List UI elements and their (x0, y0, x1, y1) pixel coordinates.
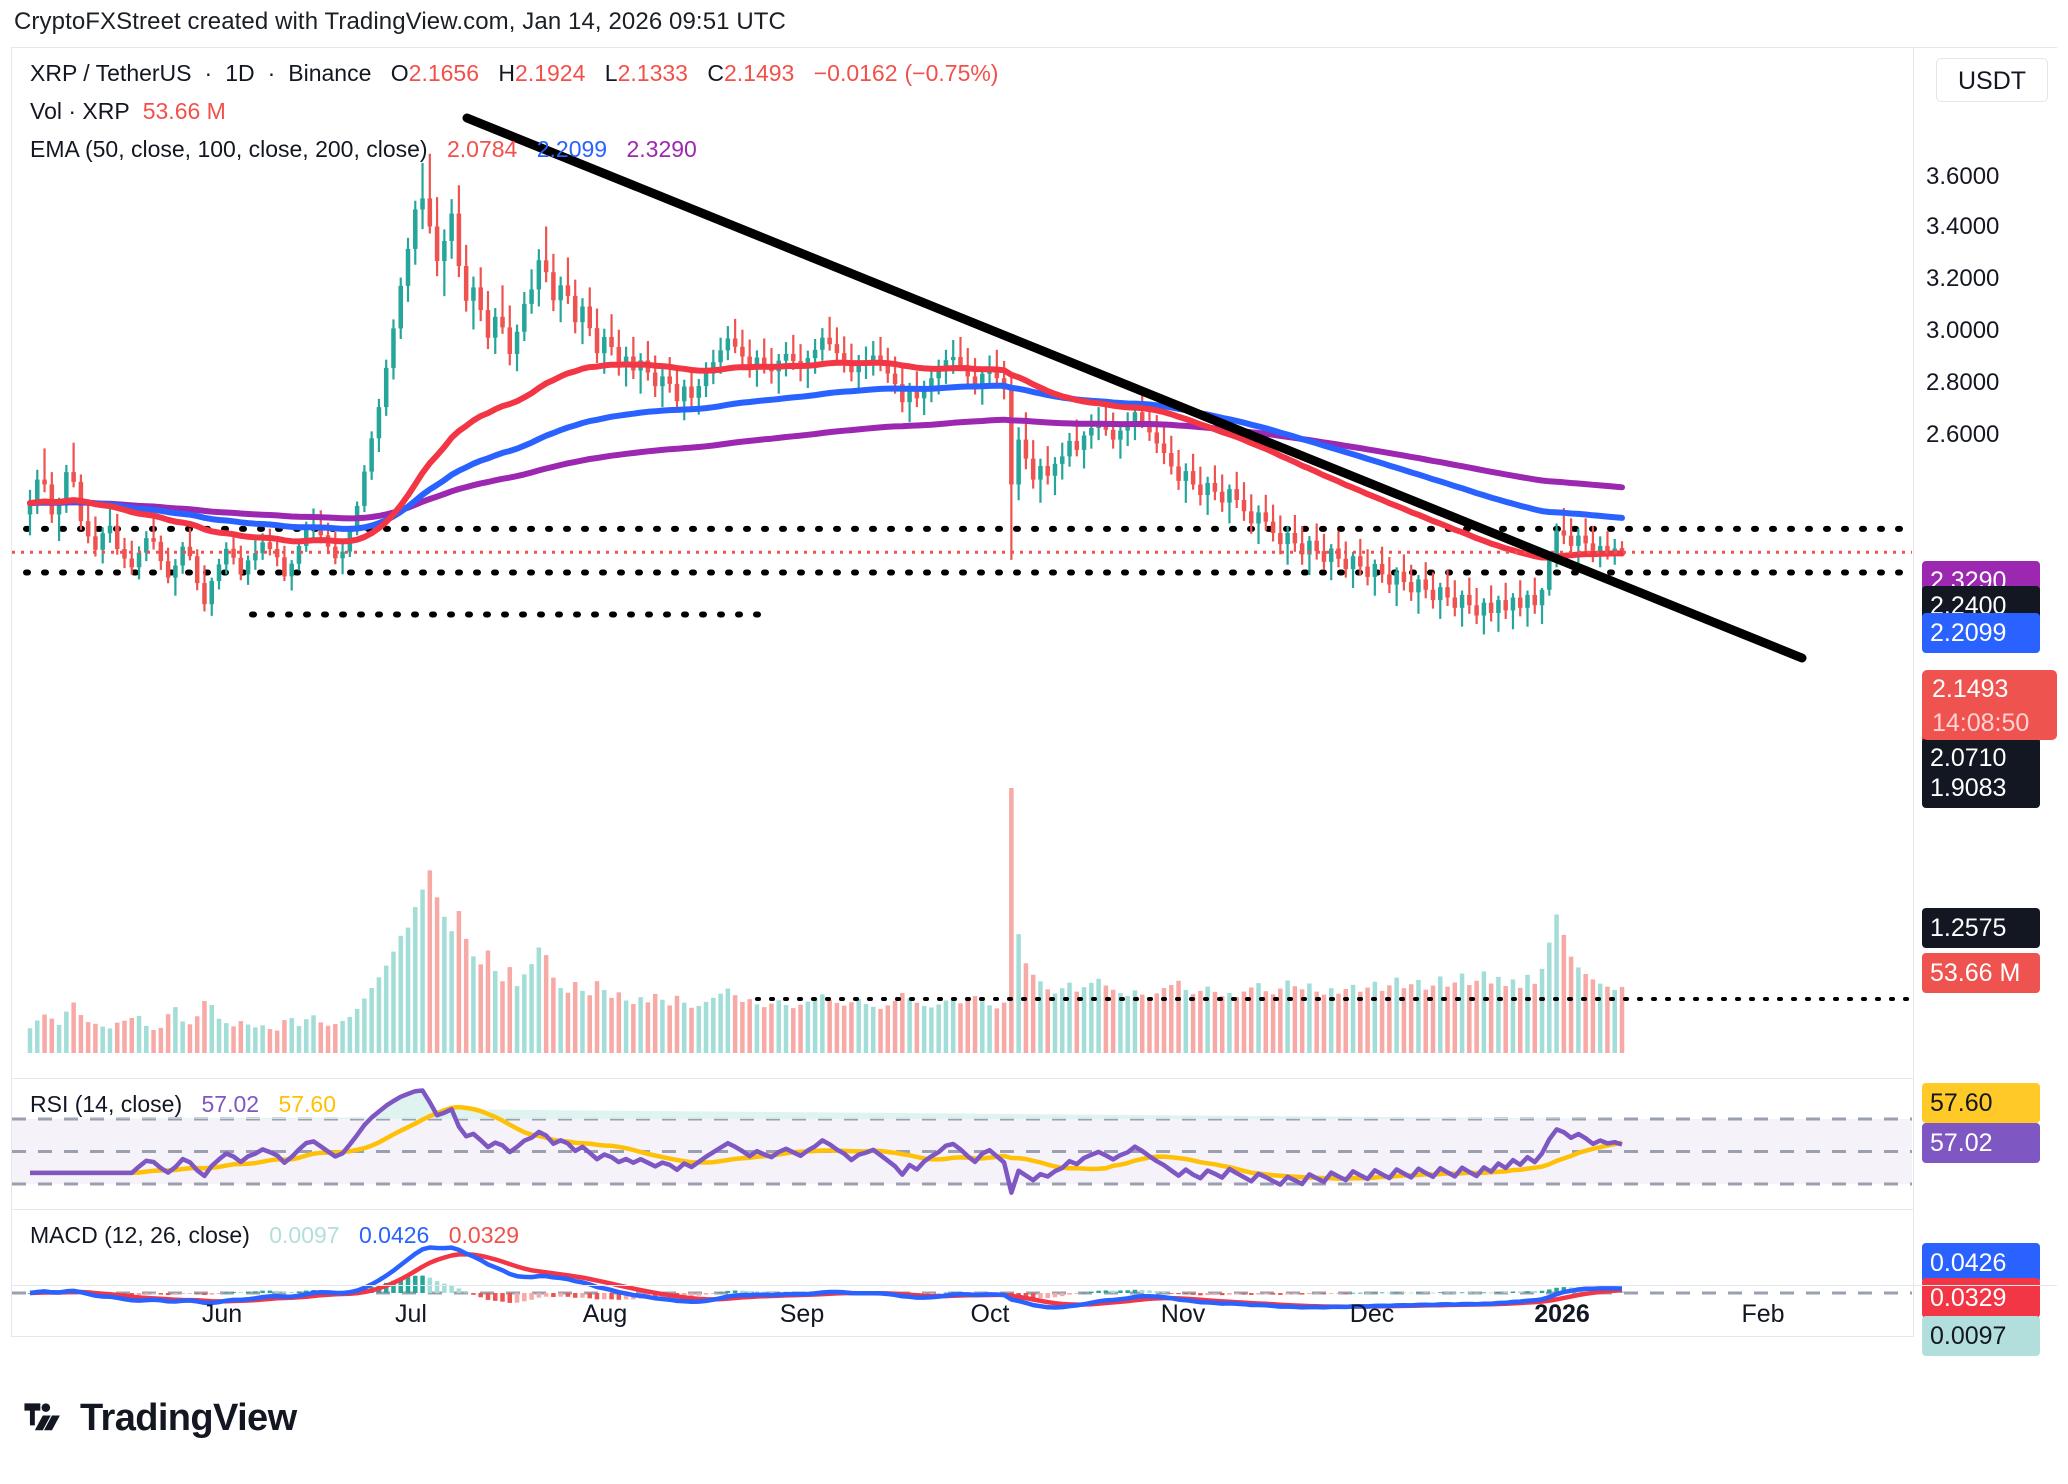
time-label: Nov (1160, 1300, 1206, 1328)
tradingview-mark-icon (24, 1403, 60, 1431)
price-badge: 0.0329 (1922, 1278, 2040, 1318)
rsi-chart-svg[interactable] (12, 1079, 1912, 1209)
pane-divider-macd (12, 1209, 2056, 1210)
price-tick: 3.2000 (1926, 265, 2000, 292)
price-badge: 2.2099 (1922, 613, 2040, 653)
time-label: Dec (1349, 1300, 1395, 1328)
pane-divider-rsi (12, 1078, 2056, 1079)
time-label: Oct (970, 1300, 1010, 1328)
price-tick: 3.6000 (1926, 163, 2000, 190)
current-price-value: 2.1493 (1932, 675, 2009, 703)
current-price-badge: 2.1493 14:08:50 (1922, 670, 2057, 740)
tradingview-logo[interactable]: TradingView (22, 1396, 297, 1440)
chart-container: XRP / TetherUS · 1D · Binance O2.1656 H2.192… (11, 47, 2057, 1356)
rsi-pane: RSI (14, close) 57.02 57.60 (12, 1079, 1912, 1209)
time-label: Jun (201, 1300, 243, 1328)
price-badge: 1.9083 (1922, 768, 2040, 808)
price-pane: XRP / TetherUS · 1D · Binance O2.1656 H2.192… (12, 48, 1912, 1078)
time-scale[interactable]: Jun Jul Aug Sep Oct Nov Dec 2026 Feb (11, 1285, 2057, 1337)
price-badge: 57.02 (1922, 1123, 2040, 1163)
macd-chart-svg[interactable] (12, 1210, 1912, 1337)
price-chart-svg[interactable] (12, 48, 1912, 1078)
price-tick: 2.6000 (1926, 421, 2000, 448)
currency-label[interactable]: USDT (1936, 58, 2048, 102)
price-badge: 53.66 M (1922, 953, 2040, 993)
price-tick: 3.0000 (1926, 317, 2000, 344)
time-label: Jul (395, 1300, 427, 1328)
tradingview-wordmark: TradingView (80, 1396, 297, 1439)
price-badge: 0.0097 (1922, 1316, 2040, 1356)
price-badge: 57.60 (1922, 1083, 2040, 1123)
attribution-text: CryptoFXStreet created with TradingView.… (14, 8, 786, 35)
price-scale[interactable]: USDT 3.6000 3.4000 3.2000 3.0000 2.8000 2.600… (1913, 48, 2057, 1356)
price-tick: 2.8000 (1926, 369, 2000, 396)
bar-countdown: 14:08:50 (1932, 709, 2030, 737)
price-tick: 3.4000 (1926, 213, 2000, 240)
time-label: Sep (779, 1300, 825, 1328)
time-label: 2026 (1534, 1300, 1590, 1328)
time-label: Feb (1741, 1300, 1785, 1328)
time-label: Aug (582, 1300, 628, 1328)
price-badge: 0.0426 (1922, 1243, 2040, 1283)
price-badge: 1.2575 (1922, 908, 2040, 948)
